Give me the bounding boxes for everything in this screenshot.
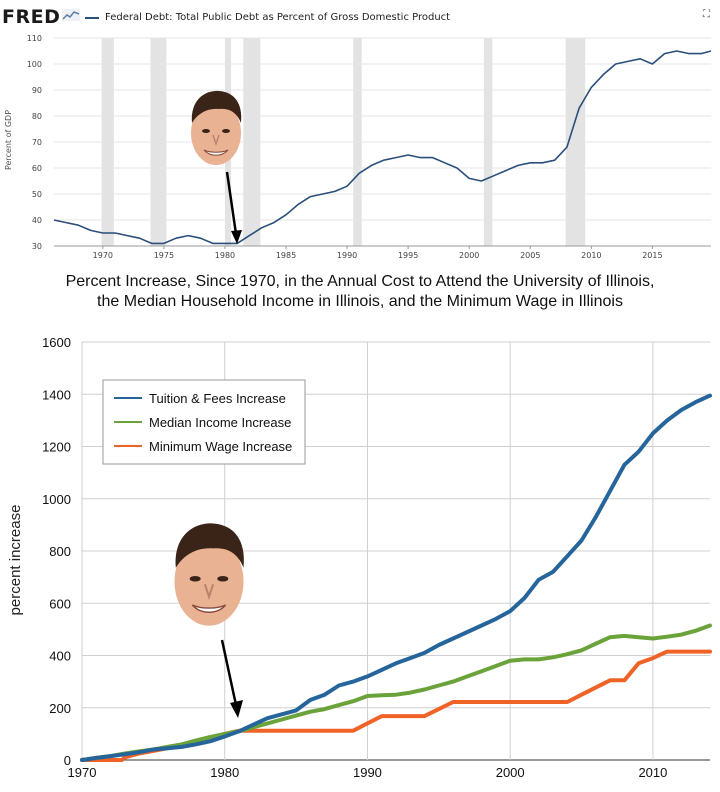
bottom-x-tick-label: 1980 (210, 765, 239, 780)
top-y-tick-label: 60 (32, 164, 42, 173)
bottom-x-tick-label: 1970 (68, 765, 97, 780)
top-x-tick-label: 1995 (398, 251, 418, 260)
bottom-chart-title: Percent Increase, Since 1970, in the Ann… (0, 272, 720, 312)
reagan-face-image-top (191, 90, 242, 165)
bottom-y-tick-label: 800 (49, 544, 71, 559)
top-x-tick-label: 1975 (154, 251, 174, 260)
bottom-y-tick-labels: 0 200 400 600 800 1000 1200 1400 1600 (42, 335, 71, 768)
bottom-y-tick-label: 200 (49, 701, 71, 716)
top-y-tick-labels: 30 40 50 60 70 80 90 100 110 (27, 34, 42, 251)
bottom-x-tick-label: 2010 (638, 765, 667, 780)
top-series-group (53, 50, 712, 245)
debt-series-line (53, 50, 712, 245)
top-y-tick-label: 100 (27, 60, 42, 69)
top-y-tick-label: 90 (32, 86, 42, 95)
bottom-x-tick-labels: 1970 1980 1990 2000 2010 (68, 765, 668, 780)
top-x-tick-label: 2000 (459, 251, 479, 260)
bottom-arrow-line (220, 639, 238, 706)
top-y-axis-label: Percent of GDP (4, 110, 13, 170)
top-x-tick-label: 2005 (520, 251, 540, 260)
bottom-y-tick-label: 400 (49, 649, 71, 664)
top-x-tick-label: 2015 (642, 251, 662, 260)
bottom-x-tick-label: 2000 (496, 765, 525, 780)
bottom-y-tick-label: 1000 (42, 492, 71, 507)
bottom-y-tick-label: 1400 (42, 387, 71, 402)
bottom-arrow-head (230, 700, 243, 718)
legend-label: Minimum Wage Increase (149, 439, 292, 454)
bottom-series-group (80, 393, 712, 762)
reagan-face-image-bottom (174, 523, 244, 626)
top-y-tick-label: 70 (32, 138, 42, 147)
bottom-y-tick-label: 1200 (42, 440, 71, 455)
series-line-1 (80, 623, 712, 762)
top-x-tick-label: 1990 (337, 251, 357, 260)
bottom-y-axis-label: percent increase (7, 505, 24, 616)
top-y-tick-label: 40 (32, 216, 42, 225)
top-x-tick-label: 1985 (276, 251, 296, 260)
top-grid-group (54, 37, 711, 249)
fred-logo: FRED (2, 6, 61, 28)
fred-legend-swatch (85, 16, 99, 19)
bottom-y-tick-label: 0 (64, 753, 71, 768)
bottom-legend: Tuition & Fees Increase Median Income Inc… (102, 379, 306, 465)
fred-chart-svg: 30 40 50 60 70 80 90 100 110 1970 1975 1980 1985 199… (4, 34, 712, 260)
top-y-tick-label: 30 (32, 242, 42, 251)
top-x-tick-label: 1970 (93, 251, 113, 260)
top-y-tick-label: 80 (32, 112, 42, 121)
series-line-0 (80, 393, 712, 762)
legend-label: Tuition & Fees Increase (149, 391, 286, 406)
fred-logo-graph-icon (62, 9, 80, 21)
top-arrow-line (225, 171, 238, 235)
top-x-tick-label: 1980 (215, 251, 235, 260)
top-arrow-head (231, 230, 242, 244)
top-y-tick-label: 50 (32, 190, 42, 199)
fred-series-legend: Federal Debt: Total Public Debt as Perce… (85, 12, 450, 23)
bottom-title-line-2: the Median Household Income in Illinois,… (97, 293, 623, 310)
bottom-x-tick-label: 1990 (353, 765, 382, 780)
bottom-y-tick-label: 600 (49, 596, 71, 611)
bottom-y-tick-label: 1600 (42, 335, 71, 350)
bottom-title-line-1: Percent Increase, Since 1970, in the Ann… (65, 273, 655, 290)
top-x-tick-labels: 1970 1975 1980 1985 1990 1995 2000 2005 2010 2015 (93, 251, 663, 260)
expand-icon[interactable]: ⛶ (703, 9, 710, 20)
legend-label: Median Income Increase (149, 415, 291, 430)
top-x-tick-label: 2010 (581, 251, 601, 260)
fred-series-title: Federal Debt: Total Public Debt as Perce… (105, 12, 451, 23)
top-y-tick-label: 110 (27, 34, 42, 43)
